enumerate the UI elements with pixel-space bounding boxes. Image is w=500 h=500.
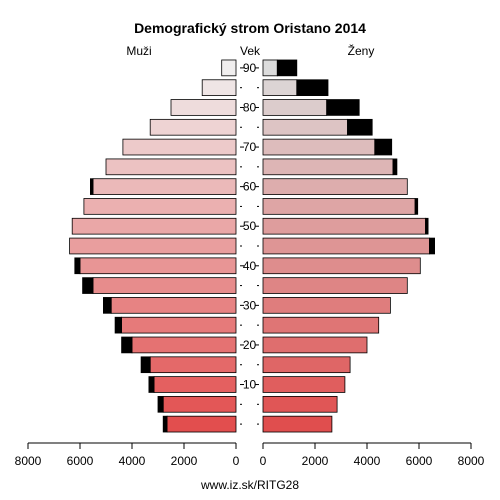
right-x-tick-label: 4000	[354, 454, 381, 468]
age-tick-label: 80	[243, 100, 257, 114]
male-bar	[149, 356, 237, 374]
left-x-tick-label: 8000	[15, 454, 42, 468]
female-bar	[262, 59, 278, 77]
age-tick-label: 50	[243, 219, 257, 233]
left-x-tick-label: 4000	[119, 454, 146, 468]
male-excess-bar	[148, 376, 155, 393]
female-excess-bar	[428, 237, 435, 255]
female-bar	[262, 336, 368, 354]
age-tick-label: 30	[243, 298, 257, 312]
male-bar	[69, 237, 237, 255]
male-bar	[166, 415, 237, 433]
male-bar	[92, 277, 237, 294]
axes-group: 8000 6000 4000 2000 0 0 2000 4000 6000 8000 10 20 30…	[15, 61, 485, 468]
left-x-tick-label: 0	[233, 454, 240, 468]
female-bar	[262, 356, 351, 374]
female-bar	[262, 277, 408, 294]
right-x-tick-label: 0	[260, 454, 267, 468]
male-bar	[122, 138, 237, 156]
male-bar	[131, 336, 237, 354]
age-tick-label: 70	[243, 140, 257, 154]
left-x-tick-label: 2000	[171, 454, 198, 468]
male-bar	[162, 395, 237, 413]
female-excess-bar	[425, 217, 429, 235]
male-bar	[110, 297, 237, 314]
age-tick-label: 20	[243, 338, 257, 352]
male-bar	[121, 316, 237, 334]
male-bar	[79, 257, 237, 275]
male-excess-bar	[103, 297, 112, 314]
female-excess-bar	[347, 118, 373, 136]
female-bar	[262, 118, 348, 136]
chart-title: Demografický strom Oristano 2014	[134, 20, 366, 36]
male-excess-bar	[114, 316, 122, 334]
male-bar	[153, 376, 237, 393]
female-bar	[262, 316, 380, 334]
male-excess-bar	[74, 257, 81, 275]
female-bar	[262, 79, 298, 96]
female-bar	[262, 178, 408, 195]
female-excess-bar	[392, 158, 398, 176]
male-bar	[221, 59, 237, 77]
female-bar	[262, 237, 430, 255]
female-bar	[262, 217, 426, 235]
female-excess-bar	[326, 99, 360, 116]
male-excess-bar	[162, 415, 168, 433]
female-bar	[262, 138, 376, 156]
bars-group	[69, 59, 435, 433]
male-excess-bar	[140, 356, 151, 374]
female-bar	[262, 376, 346, 393]
female-bar	[262, 99, 328, 116]
female-excess-bar	[414, 198, 419, 215]
male-bar	[170, 99, 237, 116]
female-excess-bar	[276, 59, 298, 77]
age-tick-label: 10	[243, 378, 257, 392]
center-label: Vek	[240, 44, 261, 58]
male-excess-bar	[157, 395, 164, 413]
age-tick-label: 90	[243, 61, 257, 75]
right-label: Ženy	[348, 43, 375, 58]
male-bar	[149, 118, 237, 136]
male-excess-bar	[90, 178, 94, 195]
right-x-tick-label: 6000	[406, 454, 433, 468]
left-label: Muži	[126, 44, 151, 58]
female-bar	[262, 415, 333, 433]
left-x-tick-label: 6000	[67, 454, 94, 468]
female-bar	[262, 297, 391, 314]
female-bar	[262, 198, 416, 215]
female-excess-bar	[296, 79, 329, 96]
female-bar	[262, 257, 421, 275]
female-bar	[262, 158, 394, 176]
male-bar	[201, 79, 237, 96]
male-excess-bar	[82, 277, 94, 294]
male-bar	[71, 217, 237, 235]
male-excess-bar	[121, 336, 133, 354]
male-bar	[92, 178, 237, 195]
age-tick-label: 40	[243, 259, 257, 273]
source-label: www.iz.sk/RITG28	[200, 478, 299, 492]
age-tick-label: 60	[243, 180, 257, 194]
female-bar	[262, 395, 338, 413]
male-bar	[83, 198, 237, 215]
female-excess-bar	[374, 138, 393, 156]
male-bar	[105, 158, 237, 176]
right-x-tick-label: 8000	[458, 454, 485, 468]
right-x-tick-label: 2000	[302, 454, 329, 468]
